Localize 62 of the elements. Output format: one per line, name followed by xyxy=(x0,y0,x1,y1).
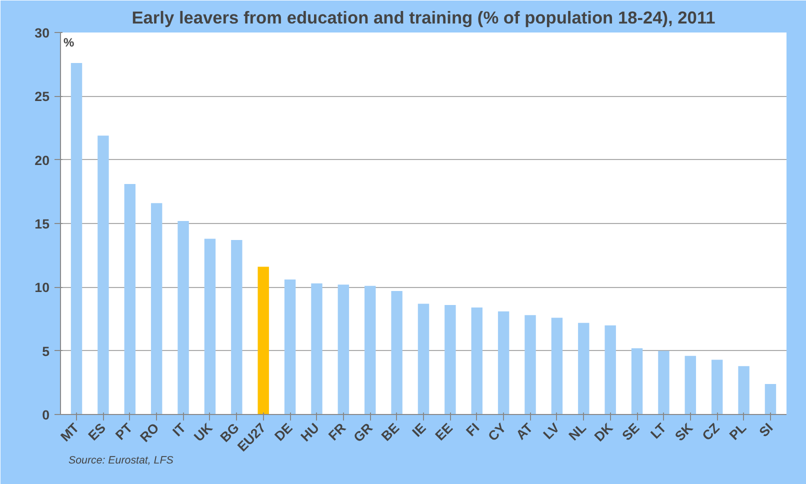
x-tick-label: ES xyxy=(85,420,109,444)
bar xyxy=(498,311,510,414)
x-tick-label: DK xyxy=(591,420,616,444)
bar xyxy=(284,280,296,414)
x-tick-label: CY xyxy=(485,420,509,444)
chart-title: Early leavers from education and training (% of population 18-24), 2011 xyxy=(132,8,716,28)
y-tick-label: 15 xyxy=(34,216,50,232)
bar xyxy=(604,325,616,414)
bar xyxy=(631,348,643,414)
bar xyxy=(98,136,109,414)
bar xyxy=(391,290,402,414)
x-tick-label: EE xyxy=(432,420,456,444)
y-axis-title: % xyxy=(64,36,74,50)
bar xyxy=(712,360,723,414)
bar xyxy=(551,318,563,414)
bar xyxy=(204,238,216,414)
x-tick-label: AT xyxy=(513,420,536,443)
x-tick-label: NL xyxy=(566,420,589,444)
y-tick-label: 0 xyxy=(42,408,50,422)
y-tick-label: 30 xyxy=(34,26,50,40)
x-tick-label: LT xyxy=(648,420,670,442)
x-tick-label: MT xyxy=(58,420,82,444)
x-tick-label: BE xyxy=(378,420,402,444)
x-tick-label: PL xyxy=(726,420,750,443)
x-tick-label: FR xyxy=(326,420,349,444)
bar xyxy=(178,220,189,414)
bar xyxy=(70,63,82,414)
x-tick-label: SE xyxy=(619,420,642,444)
bar xyxy=(578,322,590,414)
x-tick-label: GR xyxy=(350,420,376,445)
bar xyxy=(124,184,136,414)
bar xyxy=(684,356,696,414)
bar xyxy=(338,284,350,414)
bar xyxy=(738,366,750,414)
x-tick-label: LV xyxy=(540,420,562,442)
bar xyxy=(524,315,536,414)
x-tick-label: SI xyxy=(756,420,776,440)
x-tick-label: IE xyxy=(409,420,429,440)
bar xyxy=(444,304,456,414)
x-tick-label: CZ xyxy=(699,420,722,444)
source-note: Source: Eurostat, LFS xyxy=(68,454,174,466)
x-tick-label: IT xyxy=(170,420,189,440)
bar xyxy=(364,286,376,414)
x-tick-label: HU xyxy=(298,420,322,444)
bar xyxy=(418,304,430,414)
x-tick-label: SK xyxy=(672,420,696,444)
y-tick-label: 5 xyxy=(42,344,50,359)
bar xyxy=(150,203,162,414)
x-tick-label: PT xyxy=(112,420,136,443)
x-tick-label: FI xyxy=(463,420,482,440)
bar xyxy=(764,384,776,414)
y-tick-label: 20 xyxy=(34,152,50,168)
bar xyxy=(258,266,269,414)
bar xyxy=(311,283,322,414)
bar xyxy=(231,240,242,414)
bar xyxy=(471,308,482,414)
x-tick-label: UK xyxy=(191,420,216,444)
x-tick-label: RO xyxy=(137,420,162,445)
y-tick-label: 10 xyxy=(34,280,50,296)
bar xyxy=(658,350,670,414)
x-tick-label: DE xyxy=(272,420,296,444)
y-tick-label: 25 xyxy=(34,89,50,104)
